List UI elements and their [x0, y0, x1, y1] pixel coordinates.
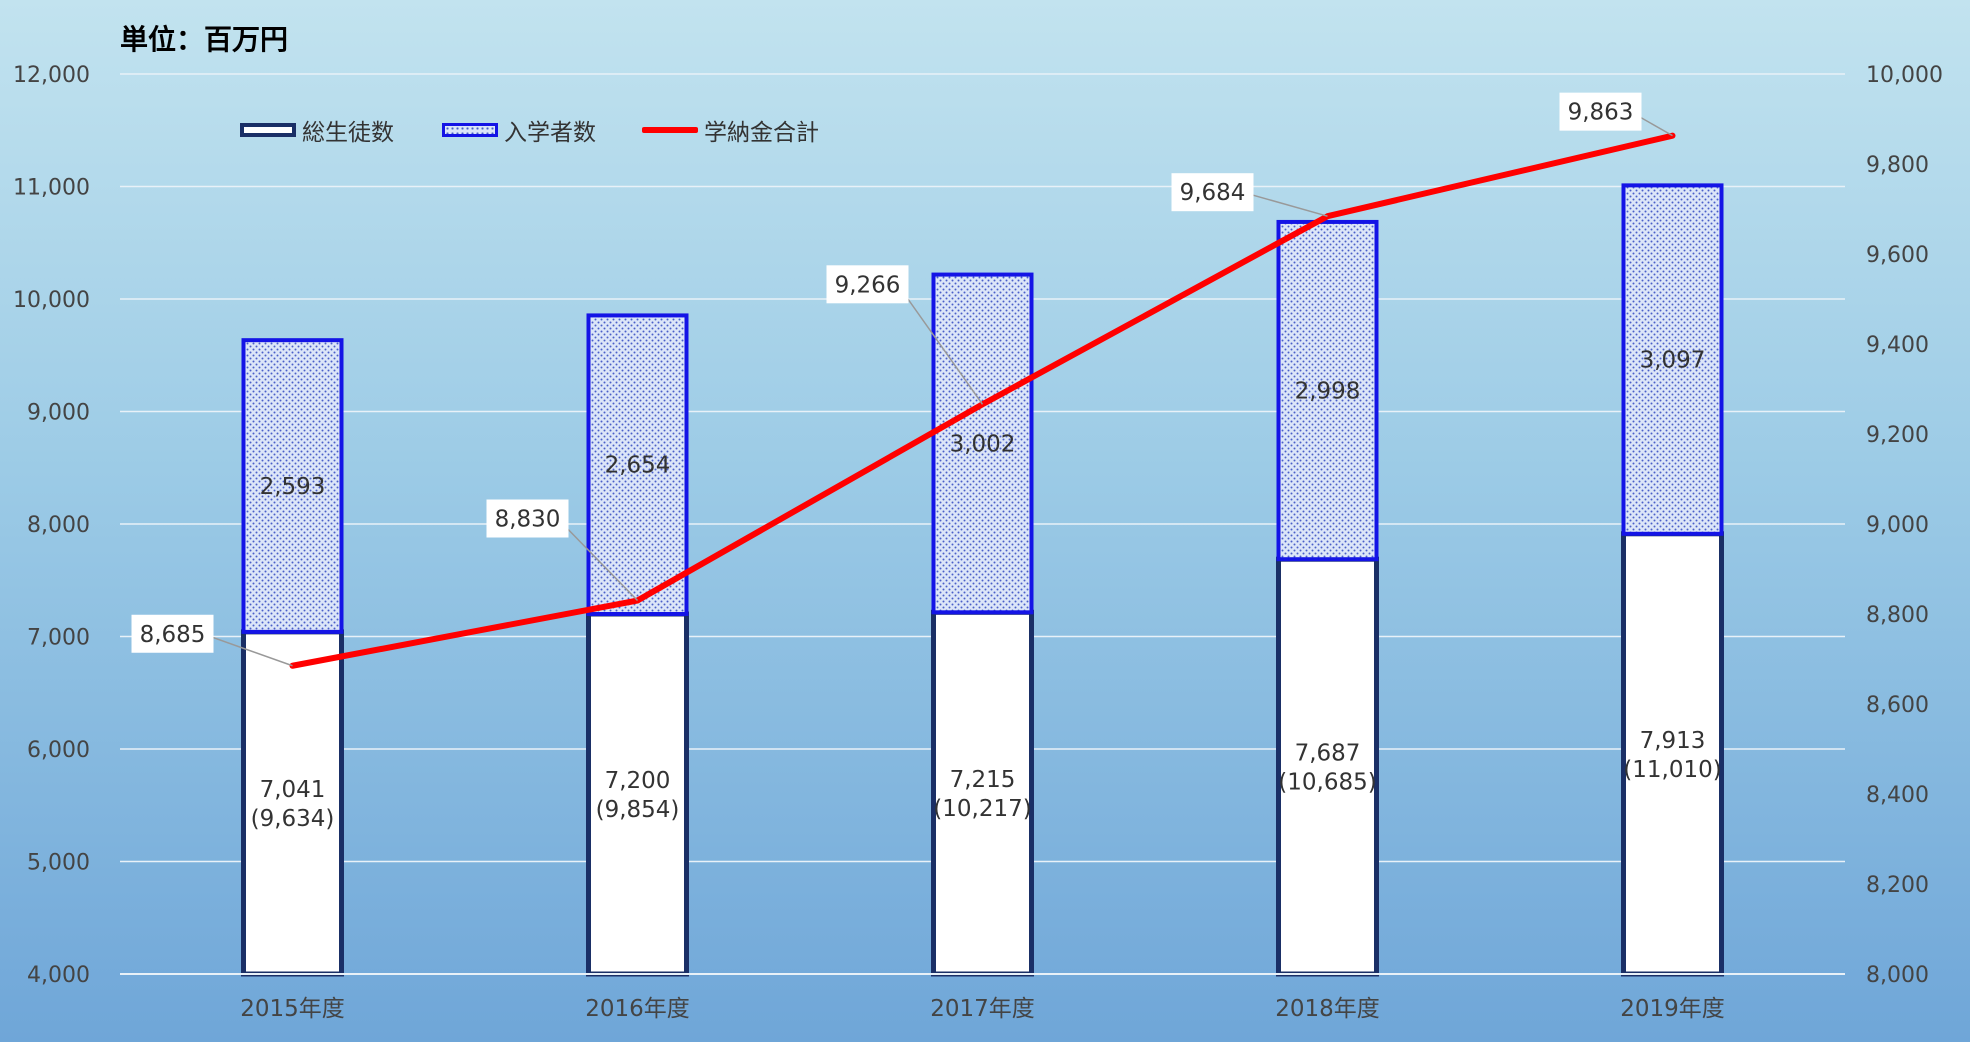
right-axis-tick-label: 9,600	[1866, 243, 1929, 268]
left-axis-tick-label: 4,000	[27, 963, 90, 988]
legend-item-total-students: 総生徒数	[240, 114, 394, 146]
data-label-bar-total: (9,854)	[596, 797, 680, 823]
data-label-new-students: 2,593	[260, 474, 326, 500]
left-axis-tick-label: 8,000	[27, 513, 90, 538]
right-axis-tick-label: 8,000	[1866, 963, 1929, 988]
data-label-bar-total: (10,217)	[933, 796, 1031, 822]
x-axis-tick-label: 2019年度	[1620, 996, 1725, 1022]
left-axis-tick-label: 7,000	[27, 626, 90, 651]
bars	[241, 183, 1724, 977]
data-label-total-students: 7,913	[1640, 728, 1706, 754]
data-label-new-students: 3,097	[1640, 348, 1706, 374]
right-axis-tick-label: 8,600	[1866, 693, 1929, 718]
data-label-tuition-total: 9,266	[835, 272, 901, 298]
right-axis-tick-label: 9,400	[1866, 333, 1929, 358]
bar-new-students	[241, 338, 344, 634]
data-label-total-students: 7,215	[950, 767, 1016, 793]
left-axis-tick-label: 12,000	[13, 63, 90, 88]
left-axis-tick-label: 5,000	[27, 851, 90, 876]
right-axis-tick-label: 9,200	[1866, 423, 1929, 448]
bar-total-students	[1621, 531, 1724, 977]
left-axis-tick-label: 10,000	[13, 288, 90, 313]
bar-total-students	[241, 629, 344, 977]
callout-leader	[1242, 191, 1328, 217]
x-axis-tick-label: 2015年度	[240, 996, 345, 1022]
x-axis-tick-label: 2017年度	[930, 996, 1035, 1022]
bar-new-students	[1276, 219, 1379, 562]
legend-swatch-tuition-total	[642, 127, 698, 133]
legend-label-total-students: 総生徒数	[302, 120, 394, 146]
data-label-new-students: 2,998	[1295, 379, 1361, 405]
left-axis-tick-label: 9,000	[27, 401, 90, 426]
legend-swatch-new-students	[442, 123, 498, 137]
left-axis-tick-label: 6,000	[27, 738, 90, 763]
legend-label-new-students: 入学者数	[504, 120, 596, 146]
left-axis-tick-label: 11,000	[13, 176, 90, 201]
data-labels: 7,041 (9,634) 2,593 7,200 (9,854) 2,654 7,215 (…	[131, 92, 1722, 832]
data-label-tuition-total: 8,830	[495, 507, 561, 533]
right-axis-tick-label: 8,800	[1866, 603, 1929, 628]
bar-total-students	[586, 611, 689, 977]
data-label-new-students: 3,002	[950, 431, 1016, 457]
bar-new-students	[931, 272, 1034, 615]
callout-box	[1171, 173, 1254, 212]
axes: 4,000 5,000 6,000 7,000 8,000 9,000 10,000 11,0…	[13, 63, 1943, 1022]
callout-box	[1559, 92, 1642, 131]
data-label-tuition-total: 8,685	[140, 622, 206, 648]
data-label-bar-total: (9,634)	[251, 806, 335, 832]
legend-item-new-students: 入学者数	[442, 114, 596, 146]
data-label-total-students: 7,687	[1295, 741, 1361, 767]
data-label-bar-total: (10,685)	[1278, 770, 1376, 796]
data-label-tuition-total: 9,684	[1180, 180, 1246, 206]
callout-box	[486, 499, 569, 538]
data-label-new-students: 2,654	[605, 453, 671, 479]
right-axis-tick-label: 10,000	[1866, 63, 1943, 88]
unit-label: 単位：百万円	[120, 23, 289, 56]
x-axis-tick-label: 2018年度	[1275, 996, 1380, 1022]
bar-new-students	[1621, 183, 1724, 536]
x-axis-tick-label: 2016年度	[585, 996, 690, 1022]
right-axis-tick-label: 9,000	[1866, 513, 1929, 538]
legend-label-tuition-total: 学納金合計	[704, 120, 819, 146]
legend-item-tuition-total: 学納金合計	[642, 114, 819, 146]
data-label-bar-total: (11,010)	[1623, 757, 1721, 783]
data-label-total-students: 7,200	[605, 768, 671, 794]
right-axis-tick-label: 8,400	[1866, 783, 1929, 808]
callout-box	[826, 265, 909, 304]
right-axis-tick-label: 9,800	[1866, 153, 1929, 178]
bar-total-students	[931, 609, 1034, 977]
right-axis-tick-label: 8,200	[1866, 873, 1929, 898]
legend-swatch-total-students	[240, 123, 296, 137]
data-label-tuition-total: 9,863	[1568, 100, 1634, 126]
callout-box	[131, 614, 214, 653]
data-label-total-students: 7,041	[260, 777, 326, 803]
bar-new-students	[586, 313, 689, 616]
